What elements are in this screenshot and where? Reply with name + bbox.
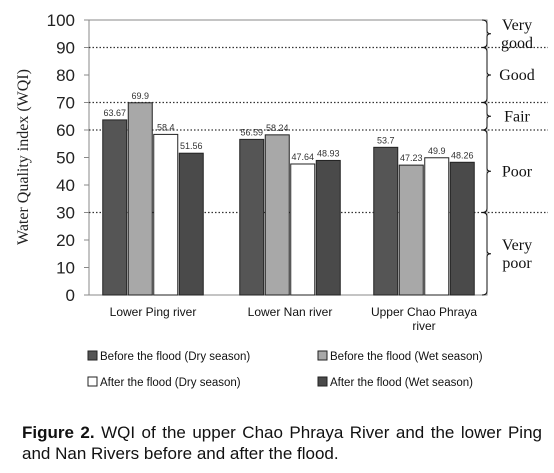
band-brace <box>481 129 492 213</box>
band-label: poor <box>502 255 532 272</box>
legend-label: Before the flood (Dry season) <box>100 351 250 363</box>
y-tick-label: 60 <box>56 121 75 140</box>
bar <box>127 102 153 296</box>
bar <box>178 152 204 296</box>
data-label: 63.67 <box>103 108 126 118</box>
data-label: 58.24 <box>266 123 289 133</box>
band-label: Good <box>499 67 535 84</box>
category-label: river <box>412 319 435 333</box>
legend-label: After the flood (Dry season) <box>100 377 241 389</box>
band-brace <box>481 212 492 296</box>
legend-swatch <box>87 376 98 387</box>
bar <box>424 157 450 296</box>
y-tick-label: 90 <box>56 39 75 58</box>
bar <box>239 138 265 296</box>
y-tick-label: 40 <box>56 176 75 195</box>
data-label: 48.26 <box>451 150 474 160</box>
y-tick-label: 20 <box>56 231 75 250</box>
figure-caption: Figure 2. WQI of the upper Chao Phraya R… <box>22 422 542 464</box>
caption-label: Figure 2. <box>22 423 95 442</box>
category-label: Lower Nan river <box>248 305 333 319</box>
bar <box>449 161 475 296</box>
bar <box>373 146 399 296</box>
legend-swatch <box>317 376 328 387</box>
category-label: Upper Chao Phraya <box>371 305 477 319</box>
y-tick-label: 100 <box>47 11 75 30</box>
data-label: 53.7 <box>377 135 395 145</box>
data-label: 56.59 <box>240 127 263 137</box>
data-labels: 63.67 69.9 58.4 51.56 56.59 58.24 47.64 48.93 53… <box>103 91 473 163</box>
category-label: Lower Ping river <box>110 305 197 319</box>
bar <box>264 134 290 296</box>
y-tick-label: 80 <box>56 66 75 85</box>
y-tick-label: 50 <box>56 149 75 168</box>
bar <box>153 133 179 296</box>
band-brace <box>481 47 492 103</box>
caption-text: WQI of the upper Chao Phraya River and t… <box>22 423 542 463</box>
data-label: 48.93 <box>317 148 340 158</box>
wqi-bar-chart: 0 10 20 30 40 50 60 70 80 90 100 Water Quality ind… <box>15 11 548 389</box>
data-label: 69.9 <box>131 91 149 101</box>
legend-label: After the flood (Wet season) <box>330 377 473 389</box>
band-label: Very <box>502 237 532 254</box>
y-tick-label: 70 <box>56 94 75 113</box>
band-brace <box>481 19 492 48</box>
legend-swatch <box>317 350 328 361</box>
legend: Before the flood (Dry season) Before the … <box>87 350 483 389</box>
band-label: good <box>501 35 533 52</box>
data-label: 49.9 <box>428 146 446 156</box>
bar <box>102 119 128 296</box>
band-label: Fair <box>504 108 530 125</box>
y-tick-label: 0 <box>66 286 75 305</box>
data-label: 47.64 <box>291 152 314 162</box>
category-labels: Lower Ping river Lower Nan river Upper Cha… <box>110 305 478 333</box>
bar <box>315 159 341 296</box>
data-label: 51.56 <box>180 141 203 151</box>
bar <box>398 164 424 296</box>
y-axis-ticks: 0 10 20 30 40 50 60 70 80 90 100 <box>47 11 89 305</box>
bars <box>102 102 475 296</box>
band-brace <box>481 102 492 131</box>
band-label: Poor <box>502 163 533 180</box>
y-tick-label: 10 <box>56 259 75 278</box>
legend-label: Before the flood (Wet season) <box>330 351 483 363</box>
legend-swatch <box>87 350 98 361</box>
data-label: 47.23 <box>400 153 423 163</box>
band-label: Very <box>502 17 532 34</box>
data-label: 58.4 <box>157 122 175 132</box>
bar <box>290 163 316 296</box>
y-tick-label: 30 <box>56 204 75 223</box>
y-axis-label: Water Quality index (WQI) <box>15 69 32 245</box>
